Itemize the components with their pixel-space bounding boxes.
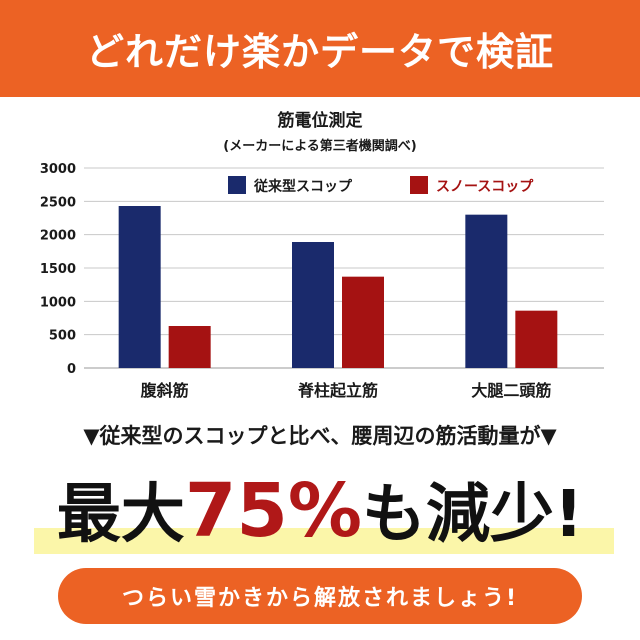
y-tick-label: 1500 [40, 262, 76, 277]
bar-snow [342, 276, 384, 368]
bar-snow [515, 310, 558, 368]
headline-prefix: 最大 [56, 478, 185, 552]
headline-highlight [34, 528, 614, 554]
headline-suffix: も減少! [361, 478, 584, 552]
legend-label: スノースコップ [436, 179, 534, 195]
chart-subtitle: (メーカーによる第三者機関調べ) [223, 138, 417, 154]
bar-snow [168, 326, 211, 368]
y-tick-label: 1000 [40, 295, 76, 310]
y-tick-label: 500 [49, 329, 76, 344]
legend-swatch [228, 176, 246, 194]
bar-conventional [118, 206, 161, 368]
cta-text: つらい雪かきから解放されましょう! [121, 586, 519, 611]
legend-label: 従来型スコップ [253, 178, 353, 195]
y-tick-label: 0 [67, 362, 76, 377]
headline-percent: 75% [184, 468, 362, 554]
title-banner: どれだけ楽かデータで検証 [0, 0, 640, 97]
banner-title: どれだけ楽かデータで検証 [85, 30, 554, 74]
cta-pill: つらい雪かきから解放されましょう! [58, 568, 582, 624]
y-tick-label: 3000 [40, 162, 76, 177]
y-tick-label: 2500 [40, 195, 76, 210]
chart-title: 筋電位測定 [277, 110, 363, 131]
bar-conventional [465, 214, 508, 368]
y-tick-label: 2000 [40, 229, 76, 244]
emg-bar-chart: 筋電位測定 (メーカーによる第三者機関調べ) 0 500 1000 1500 2000 250… [40, 110, 604, 400]
x-tick-label: 脊柱起立筋 [297, 381, 378, 400]
headline: 最大75%も減少! [0, 466, 640, 560]
comparison-subhead: ▼従来型のスコップと比べ、腰周辺の筋活動量が▼ [83, 424, 557, 448]
x-tick-label: 大腿二頭筋 [471, 381, 551, 400]
x-tick-label: 腹斜筋 [141, 381, 189, 400]
legend-swatch [410, 176, 428, 194]
bar-conventional [292, 242, 334, 368]
